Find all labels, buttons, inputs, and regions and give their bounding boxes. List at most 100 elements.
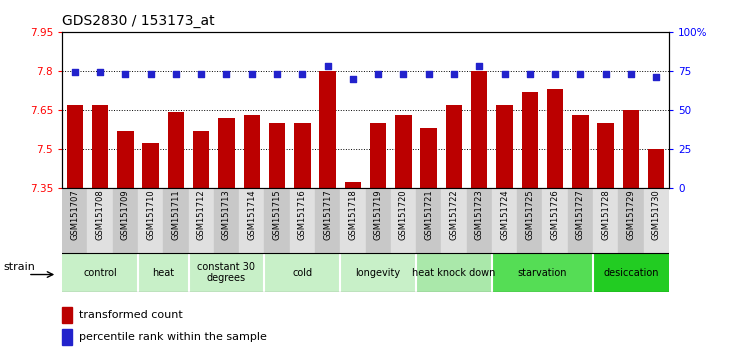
Text: GSM151724: GSM151724	[500, 189, 509, 240]
Point	[524, 71, 536, 77]
Text: strain: strain	[3, 262, 35, 272]
Bar	[67, 104, 83, 188]
Point	[651, 74, 662, 80]
Bar	[416, 188, 442, 253]
Text: GSM151723: GSM151723	[474, 189, 484, 240]
Bar	[442, 188, 466, 253]
Point	[575, 71, 586, 77]
Bar	[117, 131, 134, 188]
Bar	[243, 115, 260, 188]
Text: GSM151730: GSM151730	[652, 189, 661, 240]
Bar	[542, 188, 568, 253]
Text: GSM151716: GSM151716	[298, 189, 307, 240]
Text: GSM151708: GSM151708	[96, 189, 105, 240]
Bar	[471, 71, 488, 188]
Bar	[597, 123, 614, 188]
Text: GSM151727: GSM151727	[576, 189, 585, 240]
Text: control: control	[83, 268, 117, 278]
Text: GSM151714: GSM151714	[247, 189, 257, 240]
Bar	[92, 104, 108, 188]
Text: GSM151725: GSM151725	[526, 189, 534, 240]
Bar	[370, 123, 387, 188]
Bar	[113, 188, 138, 253]
Point	[170, 71, 182, 77]
Bar	[492, 253, 593, 292]
Point	[474, 63, 485, 69]
Text: GSM151722: GSM151722	[450, 189, 458, 240]
Point	[423, 71, 434, 77]
Point	[398, 71, 409, 77]
Point	[372, 71, 384, 77]
Point	[119, 71, 131, 77]
Text: desiccation: desiccation	[603, 268, 659, 278]
Bar	[648, 149, 664, 188]
Text: GSM151710: GSM151710	[146, 189, 155, 240]
Point	[94, 69, 106, 75]
Bar	[643, 188, 669, 253]
Point	[347, 76, 359, 81]
Bar	[269, 123, 285, 188]
Text: GSM151713: GSM151713	[222, 189, 231, 240]
Bar	[138, 188, 163, 253]
Text: GSM151720: GSM151720	[399, 189, 408, 240]
Bar	[446, 104, 462, 188]
Point	[145, 71, 156, 77]
Bar	[496, 104, 512, 188]
Bar	[572, 115, 588, 188]
Text: GSM151728: GSM151728	[601, 189, 610, 240]
Bar	[62, 329, 72, 345]
Bar	[62, 188, 88, 253]
Bar	[265, 253, 340, 292]
Text: GDS2830 / 153173_at: GDS2830 / 153173_at	[62, 14, 215, 28]
Text: heat: heat	[152, 268, 174, 278]
Text: heat knock down: heat knock down	[412, 268, 496, 278]
Text: GSM151721: GSM151721	[424, 189, 433, 240]
Point	[195, 71, 207, 77]
Bar	[213, 188, 239, 253]
Bar	[522, 92, 538, 188]
Bar	[420, 128, 437, 188]
Text: GSM151707: GSM151707	[70, 189, 79, 240]
Bar	[62, 307, 72, 322]
Bar	[88, 188, 113, 253]
Point	[625, 71, 637, 77]
Text: GSM151709: GSM151709	[121, 189, 130, 240]
Bar	[416, 253, 492, 292]
Point	[271, 71, 283, 77]
Text: GSM151718: GSM151718	[349, 189, 357, 240]
Bar	[547, 89, 564, 188]
Point	[322, 63, 333, 69]
Bar	[492, 188, 518, 253]
Point	[297, 71, 308, 77]
Bar	[189, 188, 213, 253]
Text: GSM151726: GSM151726	[550, 189, 560, 240]
Bar	[319, 71, 336, 188]
Point	[499, 71, 510, 77]
Point	[221, 71, 232, 77]
Bar	[239, 188, 265, 253]
Bar	[340, 188, 366, 253]
Point	[600, 71, 612, 77]
Bar	[391, 188, 416, 253]
Bar	[340, 253, 416, 292]
Bar	[219, 118, 235, 188]
Bar	[466, 188, 492, 253]
Text: cold: cold	[292, 268, 312, 278]
Bar	[62, 253, 138, 292]
Text: percentile rank within the sample: percentile rank within the sample	[79, 332, 267, 342]
Bar	[395, 115, 412, 188]
Text: longevity: longevity	[355, 268, 401, 278]
Bar	[568, 188, 593, 253]
Point	[246, 71, 257, 77]
Bar	[163, 188, 189, 253]
Bar	[143, 143, 159, 188]
Text: GSM151717: GSM151717	[323, 189, 332, 240]
Text: constant 30
degrees: constant 30 degrees	[197, 262, 255, 284]
Bar	[189, 253, 265, 292]
Bar	[344, 182, 361, 188]
Point	[549, 71, 561, 77]
Bar	[289, 188, 315, 253]
Bar	[518, 188, 542, 253]
Text: GSM151712: GSM151712	[197, 189, 205, 240]
Bar	[618, 188, 643, 253]
